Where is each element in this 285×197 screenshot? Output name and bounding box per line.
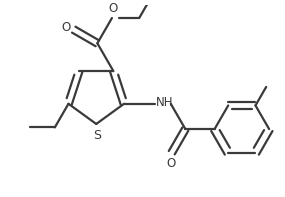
Text: NH: NH [156,96,174,109]
Text: O: O [62,21,71,34]
Text: O: O [166,157,175,170]
Text: O: O [108,2,117,15]
Text: S: S [93,129,101,142]
